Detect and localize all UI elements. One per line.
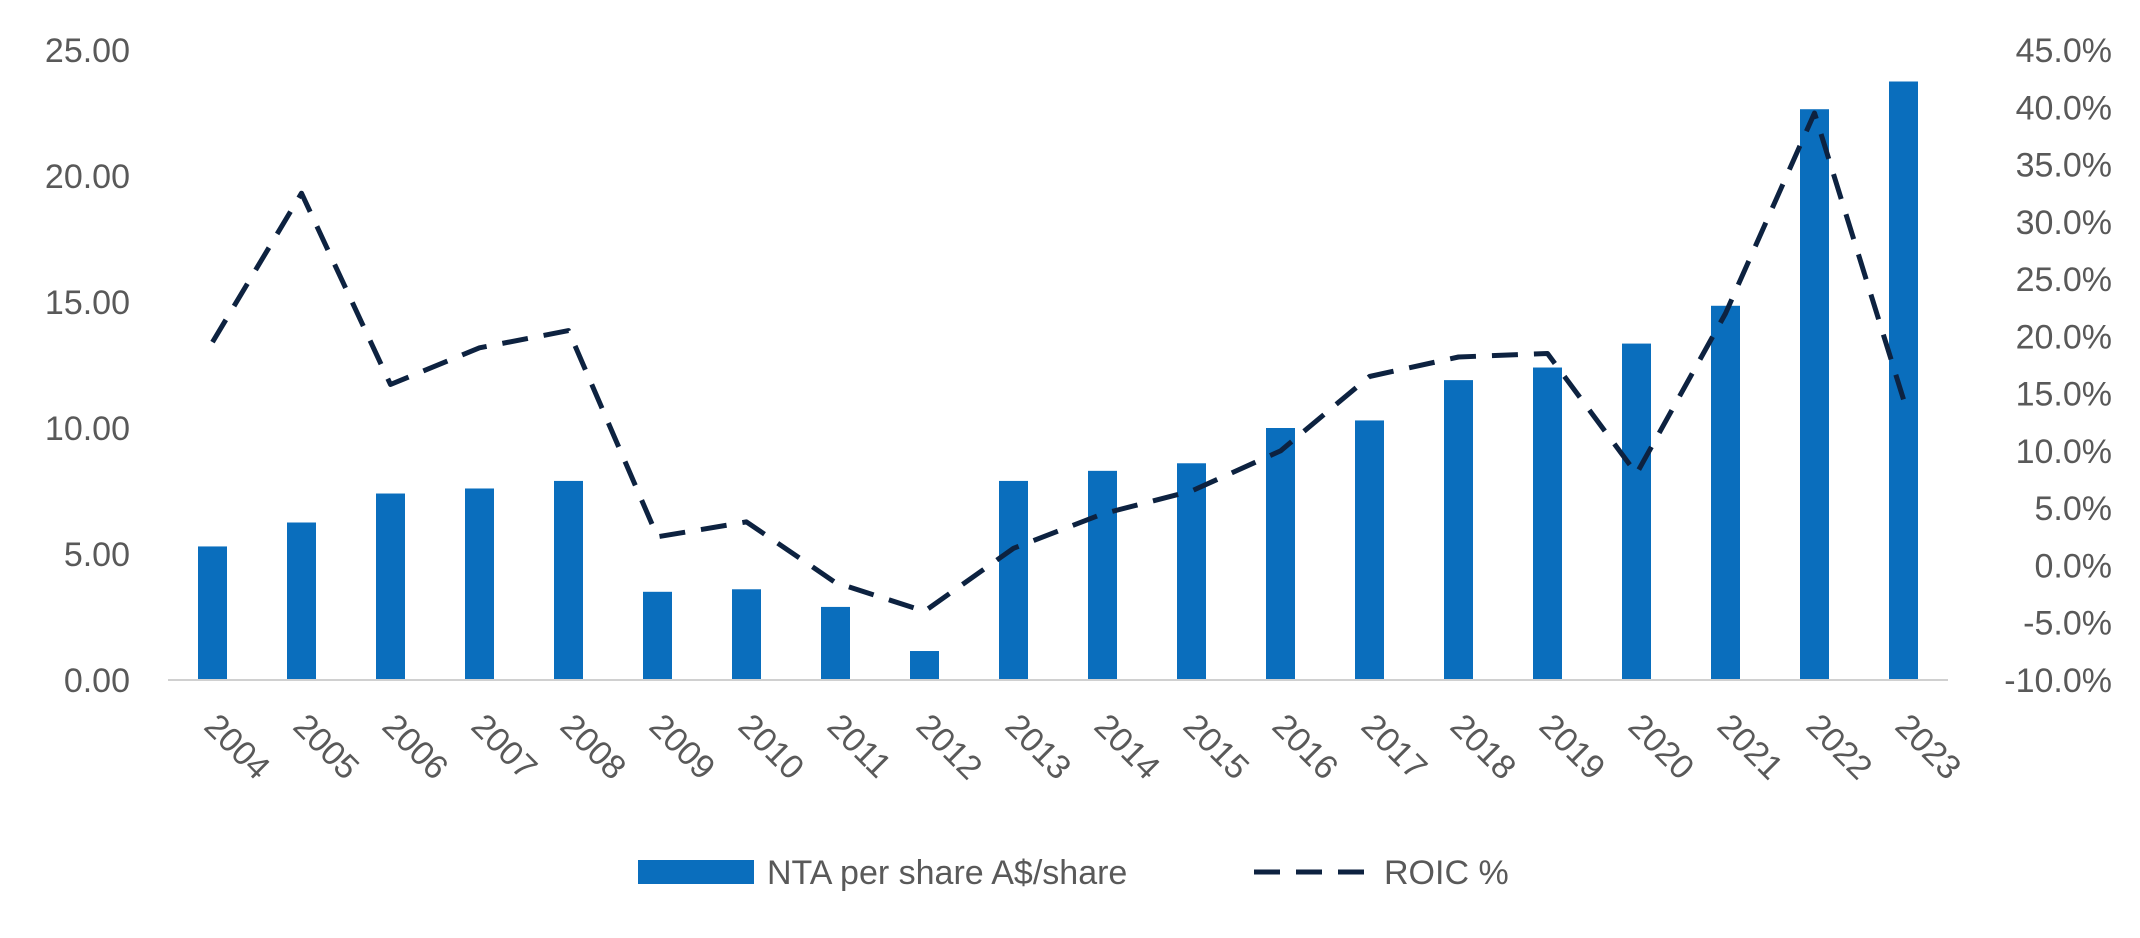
right-axis-tick-label: 20.0% xyxy=(2016,318,2112,356)
x-axis-tick-label: 2005 xyxy=(286,707,366,787)
bar-2022 xyxy=(1800,109,1829,681)
x-axis-tick-label: 2015 xyxy=(1176,707,1256,787)
bar-2009 xyxy=(643,591,672,680)
x-axis-tick-label: 2013 xyxy=(998,707,1078,787)
x-axis-tick-label: 2021 xyxy=(1710,707,1790,787)
x-axis-tick-label: 2014 xyxy=(1087,707,1167,787)
left-axis-tick-labels: 0.00 5.00 10.00 15.00 20.00 25.00 xyxy=(45,32,130,700)
x-axis-tick-label: 2023 xyxy=(1888,707,1968,787)
bar-2020 xyxy=(1622,343,1651,680)
right-axis-tick-label: 40.0% xyxy=(2016,89,2112,127)
roic-line-series xyxy=(210,110,1906,614)
right-axis-tick-label: 10.0% xyxy=(2016,433,2112,471)
x-axis-tick-label: 2009 xyxy=(642,707,722,787)
x-axis-tick-label: 2019 xyxy=(1532,707,1612,787)
bar-2015 xyxy=(1177,463,1206,680)
x-axis-tick-label: 2011 xyxy=(820,707,899,786)
right-axis-tick-label: 25.0% xyxy=(2016,261,2112,299)
left-axis-tick-label: 0.00 xyxy=(64,662,130,700)
left-axis-tick-label: 25.00 xyxy=(45,32,130,70)
bar-2014 xyxy=(1088,470,1117,680)
left-axis-tick-label: 5.00 xyxy=(64,536,130,574)
legend-swatch-nta xyxy=(638,860,754,884)
right-axis-tick-label: -5.0% xyxy=(2023,605,2112,643)
bar-2007 xyxy=(465,488,494,680)
bar-2021 xyxy=(1711,305,1740,680)
x-axis-tick-label: 2012 xyxy=(909,707,989,787)
right-axis-tick-label: 35.0% xyxy=(2016,147,2112,185)
right-axis-tick-label: 5.0% xyxy=(2035,490,2113,528)
right-axis-tick-label: -10.0% xyxy=(2004,662,2112,700)
x-axis-tick-label: 2018 xyxy=(1443,707,1523,787)
left-axis-tick-label: 20.00 xyxy=(45,158,130,196)
bar-2011 xyxy=(821,606,850,680)
bar-2019 xyxy=(1533,367,1562,680)
bar-2010 xyxy=(732,589,761,680)
legend-label-roic: ROIC % xyxy=(1384,854,1509,892)
bar-2017 xyxy=(1355,420,1384,680)
bar-2008 xyxy=(554,480,583,680)
bar-2018 xyxy=(1444,380,1473,680)
nta-bar-series xyxy=(198,81,1918,681)
x-axis-tick-label: 2020 xyxy=(1621,707,1701,787)
x-axis-tick-label: 2016 xyxy=(1265,707,1345,787)
x-axis-tick-label: 2006 xyxy=(375,707,455,787)
x-axis-tick-labels: 2004 2005 2006 2007 2008 2009 2010 2011 2012 2013… xyxy=(197,707,1968,787)
x-axis-tick-label: 2007 xyxy=(464,707,544,787)
chart-legend: NTA per share A$/share ROIC % xyxy=(638,854,1509,892)
left-axis-tick-label: 10.00 xyxy=(45,410,130,448)
right-axis-tick-label: 30.0% xyxy=(2016,204,2112,242)
legend-label-nta: NTA per share A$/share xyxy=(767,854,1127,892)
bar-2006 xyxy=(376,493,405,680)
right-axis-tick-labels: -10.0% -5.0% 0.0% 5.0% 10.0% 15.0% 20.0% 25.0% 3… xyxy=(2004,32,2112,700)
bar-2012 xyxy=(910,651,939,680)
right-axis-tick-label: 45.0% xyxy=(2016,32,2112,70)
x-axis-tick-label: 2010 xyxy=(731,707,811,787)
bar-2004 xyxy=(198,546,227,680)
bar-2016 xyxy=(1266,428,1295,680)
x-axis-tick-label: 2004 xyxy=(197,707,277,787)
left-axis-tick-label: 15.00 xyxy=(45,284,130,322)
right-axis-tick-label: 0.0% xyxy=(2035,547,2113,585)
bar-2005 xyxy=(287,522,316,680)
bar-2013 xyxy=(999,480,1028,680)
x-axis-tick-label: 2022 xyxy=(1799,707,1879,787)
x-axis-tick-label: 2017 xyxy=(1354,707,1434,787)
bar-2023 xyxy=(1889,81,1918,680)
right-axis-tick-label: 15.0% xyxy=(2016,376,2112,414)
x-axis-tick-label: 2008 xyxy=(553,707,633,787)
